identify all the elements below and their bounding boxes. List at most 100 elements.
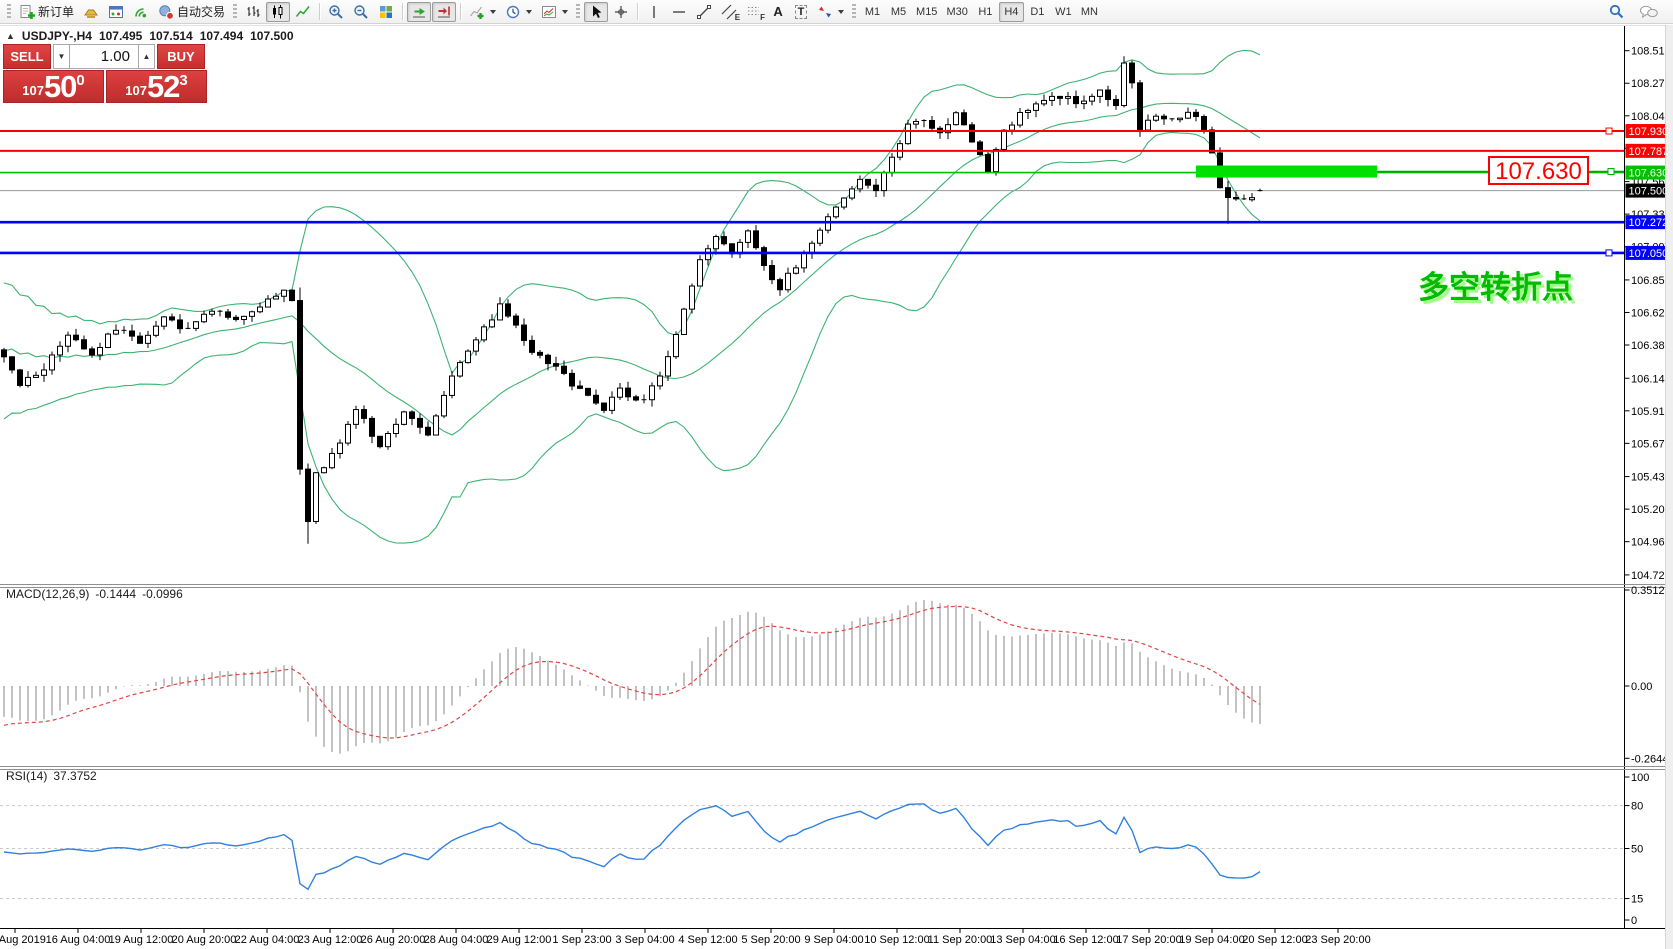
time-label: 20 Aug 20:00	[172, 934, 237, 946]
svg-text:107.930: 107.930	[1629, 126, 1669, 138]
chat-button[interactable]	[1635, 2, 1663, 22]
ohlc-high: 107.514	[149, 29, 193, 43]
macd-histogram	[3, 600, 1261, 754]
signals-button[interactable]	[129, 2, 153, 22]
timeframe-group: M1 M5 M15 M30 H1 H4 D1 W1 MN	[860, 1, 1102, 22]
auto-scroll-button[interactable]	[407, 1, 432, 22]
crosshair-tool-button[interactable]	[609, 2, 633, 22]
sell-price-display[interactable]: 107 50 0	[3, 70, 104, 103]
toolbar-grip[interactable]	[576, 3, 581, 20]
bar-chart-button[interactable]	[241, 2, 265, 22]
text-label-tool-button[interactable]: T	[790, 2, 812, 22]
timeframe-m5-button[interactable]: M5	[890, 5, 907, 18]
toolbar-separator	[319, 3, 321, 20]
time-label: 16 Sep 12:00	[1053, 934, 1118, 946]
zoom-out-button[interactable]	[349, 2, 373, 22]
fibonacci-tool-button[interactable]: F	[742, 2, 766, 22]
buy-price-display[interactable]: 107 52 3	[106, 70, 207, 103]
toolbar-separator	[402, 3, 404, 20]
rsi-tick-label: 0	[1631, 915, 1637, 927]
auto-trading-label: 自动交易	[177, 5, 226, 19]
green-zone-rect[interactable]	[1196, 165, 1377, 178]
tile-windows-button[interactable]	[374, 2, 398, 22]
time-label: 23 Sep 20:00	[1305, 934, 1370, 946]
window-edge-strip[interactable]	[1665, 25, 1673, 949]
periods-button[interactable]	[501, 2, 536, 22]
quotes-button[interactable]	[79, 2, 103, 22]
callout-line-handle[interactable]	[1607, 168, 1615, 176]
volume-input[interactable]: 1.00	[70, 44, 138, 69]
timeframe-w1-button[interactable]: W1	[1055, 5, 1072, 18]
text-tool-button[interactable]: A	[767, 2, 789, 22]
toolbar-right-group	[1604, 2, 1669, 22]
arrows-tool-button[interactable]	[813, 2, 848, 22]
price-tick-label: 108.510	[1631, 46, 1671, 58]
chart-shift-button[interactable]	[432, 1, 457, 22]
horizontal-line-tool-button[interactable]	[667, 2, 691, 22]
buy-price-sup: 3	[179, 72, 188, 89]
time-label: 3 Sep 04:00	[615, 934, 674, 946]
price-tick-label: 106.855	[1631, 275, 1671, 287]
note-text[interactable]: 多空转折点	[1418, 270, 1573, 305]
rsi-value: 37.3752	[53, 769, 97, 783]
signals-icon	[133, 4, 149, 20]
chat-icon	[1639, 4, 1659, 20]
indicators-caret[interactable]	[490, 9, 497, 14]
timeframe-m1-button[interactable]: M1	[864, 5, 881, 18]
callout-box[interactable]	[1488, 156, 1589, 185]
rsi-tick-label: 80	[1631, 801, 1643, 813]
one-click-collapse-icon[interactable]: ▲	[6, 31, 15, 41]
timeframe-mn-button[interactable]: MN	[1080, 5, 1098, 18]
toolbar-grip[interactable]	[7, 3, 11, 20]
timeframe-m15-button[interactable]: M15	[916, 5, 938, 18]
toolbar-grip[interactable]	[233, 3, 238, 20]
vertical-line-tool-button[interactable]	[642, 2, 666, 22]
time-label: 4 Sep 12:00	[678, 934, 737, 946]
hline-handle-107.930[interactable]	[1605, 127, 1613, 135]
templates-icon	[541, 4, 557, 20]
toolbar-grip[interactable]	[852, 3, 857, 20]
hline-handle-107.050[interactable]	[1605, 249, 1613, 257]
timeframe-h4-button[interactable]: H4	[998, 1, 1024, 22]
sell-button[interactable]: SELL	[3, 44, 51, 69]
line-chart-button[interactable]	[291, 2, 315, 22]
clock-icon	[505, 4, 521, 20]
timeframe-m30-button[interactable]: M30	[946, 5, 968, 18]
volume-up-icon: ▲	[142, 52, 151, 61]
candlestick-chart-button[interactable]	[266, 1, 291, 22]
new-order-button[interactable]: 新订单	[15, 2, 78, 22]
trendline-tool-button[interactable]	[692, 2, 716, 22]
equidistant-channel-tool-button[interactable]: E	[717, 2, 741, 22]
auto-trading-button[interactable]: 自动交易	[154, 2, 229, 22]
price-tick-label: 104.725	[1631, 570, 1671, 582]
cursor-icon	[588, 4, 604, 20]
templates-button[interactable]	[537, 2, 572, 22]
zoom-out-icon	[353, 4, 369, 20]
periods-caret[interactable]	[526, 9, 533, 14]
zoom-in-icon	[328, 4, 344, 20]
volume-up-button[interactable]: ▲	[138, 44, 155, 69]
sell-price-sup: 0	[76, 72, 85, 89]
terminal-button[interactable]	[104, 2, 128, 22]
macd-label: MACD(12,26,9) -0.1444 -0.0996	[6, 587, 183, 601]
symbol-header: ▲ USDJPY-,H4 107.495 107.514 107.494 107…	[6, 29, 294, 43]
arrows-caret[interactable]	[838, 9, 845, 14]
search-button[interactable]	[1604, 2, 1629, 22]
sell-price-big: 50	[43, 69, 77, 104]
indicators-button[interactable]	[465, 2, 500, 22]
time-label: 22 Aug 04:00	[235, 934, 300, 946]
zoom-in-button[interactable]	[324, 2, 348, 22]
timeframe-h1-button[interactable]: H1	[978, 5, 993, 18]
timeframe-d1-button[interactable]: D1	[1030, 5, 1045, 18]
templates-caret[interactable]	[562, 9, 569, 14]
svg-text:107.500: 107.500	[1629, 186, 1669, 198]
price-tick-label: 105.200	[1631, 504, 1671, 516]
volume-down-button[interactable]: ▼	[53, 44, 70, 69]
auto-trading-icon	[158, 4, 174, 20]
time-label: 29 Aug 12:00	[487, 934, 552, 946]
time-label: 14 Aug 2019	[0, 934, 46, 946]
buy-button[interactable]: BUY	[157, 44, 205, 69]
text-tool-letter: A	[773, 4, 783, 19]
cursor-tool-button[interactable]	[584, 1, 609, 22]
